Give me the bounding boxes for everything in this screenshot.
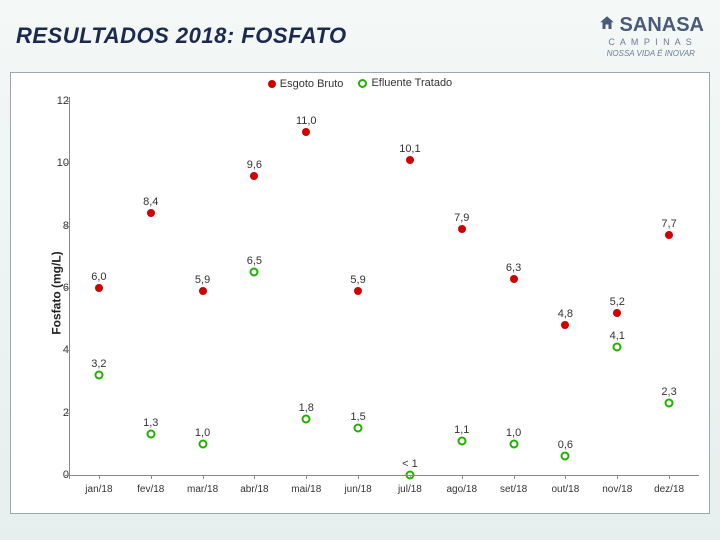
logo-sub: C A M P I N A S (608, 37, 693, 47)
x-tick-mark (99, 475, 100, 479)
data-label: 2,3 (661, 387, 676, 399)
point-efluente (146, 430, 155, 439)
point-efluente (561, 452, 570, 461)
data-label: < 1 (402, 458, 418, 470)
x-tick-mark (410, 475, 411, 479)
x-tick-label: abr/18 (240, 484, 268, 495)
company-logo: SANASA C A M P I N A S NOSSA VIDA É INOV… (598, 14, 704, 58)
data-label: 1,0 (506, 427, 521, 439)
point-esgoto (354, 287, 362, 295)
x-tick-label: set/18 (500, 484, 527, 495)
y-tick-mark (65, 350, 69, 351)
chart-legend: Esgoto Bruto Efluente Tratado (11, 77, 709, 91)
y-tick-mark (65, 475, 69, 476)
legend-item-efluente: Efluente Tratado (358, 77, 452, 89)
x-tick-label: dez/18 (654, 484, 684, 495)
x-tick-mark (151, 475, 152, 479)
page-title: RESULTADOS 2018: FOSFATO (16, 23, 347, 49)
point-esgoto (613, 309, 621, 317)
x-tick-label: jun/18 (344, 484, 371, 495)
data-label: 11,0 (296, 115, 317, 127)
x-tick-label: fev/18 (137, 484, 164, 495)
x-tick-label: ago/18 (446, 484, 477, 495)
x-tick-label: mai/18 (291, 484, 321, 495)
data-label: 4,1 (610, 330, 625, 342)
legend-marker-filled-icon (268, 80, 276, 88)
x-tick-mark (203, 475, 204, 479)
y-tick-mark (65, 288, 69, 289)
point-efluente (613, 343, 622, 352)
data-label: 3,2 (91, 358, 106, 370)
x-tick-mark (254, 475, 255, 479)
data-label: 8,4 (143, 196, 158, 208)
point-esgoto (250, 172, 258, 180)
point-esgoto (561, 321, 569, 329)
x-tick-mark (669, 475, 670, 479)
point-esgoto (147, 209, 155, 217)
point-efluente (354, 424, 363, 433)
x-axis-line (69, 475, 699, 476)
data-label: 6,3 (506, 262, 521, 274)
legend-marker-hollow-icon (358, 79, 367, 88)
point-esgoto (406, 156, 414, 164)
x-tick-label: jul/18 (398, 484, 422, 495)
x-tick-mark (306, 475, 307, 479)
data-label: 5,9 (195, 274, 210, 286)
legend-label: Esgoto Bruto (280, 78, 344, 90)
point-efluente (250, 268, 259, 277)
data-label: 1,8 (299, 402, 314, 414)
data-label: 0,6 (558, 439, 573, 451)
point-esgoto (302, 128, 310, 136)
point-esgoto (510, 275, 518, 283)
y-tick-mark (65, 101, 69, 102)
data-label: 10,1 (399, 143, 420, 155)
data-label: 4,8 (558, 309, 573, 321)
y-tick-mark (65, 413, 69, 414)
data-label: 1,5 (350, 411, 365, 423)
slide-header: RESULTADOS 2018: FOSFATO SANASA C A M P … (0, 0, 720, 64)
y-tick-mark (65, 226, 69, 227)
data-label: 6,0 (91, 271, 106, 283)
logo-name: SANASA (620, 14, 704, 37)
point-esgoto (199, 287, 207, 295)
legend-label: Efluente Tratado (371, 77, 452, 89)
point-esgoto (95, 284, 103, 292)
data-label: 5,9 (350, 274, 365, 286)
data-label: 1,3 (143, 418, 158, 430)
point-efluente (509, 439, 518, 448)
x-tick-label: nov/18 (602, 484, 632, 495)
x-tick-mark (462, 475, 463, 479)
data-label: 7,7 (661, 218, 676, 230)
point-efluente (302, 414, 311, 423)
data-label: 7,9 (454, 212, 469, 224)
point-efluente (94, 371, 103, 380)
y-axis-line (69, 97, 70, 479)
x-tick-label: mar/18 (187, 484, 218, 495)
legend-item-esgoto: Esgoto Bruto (268, 78, 344, 90)
x-tick-label: out/18 (552, 484, 580, 495)
data-label: 1,1 (454, 424, 469, 436)
x-tick-mark (617, 475, 618, 479)
logo-tag: NOSSA VIDA É INOVAR (607, 49, 695, 58)
point-esgoto (458, 225, 466, 233)
x-tick-label: jan/18 (85, 484, 112, 495)
point-efluente (198, 439, 207, 448)
x-tick-mark (514, 475, 515, 479)
y-tick-mark (65, 163, 69, 164)
x-tick-mark (565, 475, 566, 479)
point-esgoto (665, 231, 673, 239)
point-efluente (457, 436, 466, 445)
data-label: 6,5 (247, 256, 262, 268)
data-label: 9,6 (247, 159, 262, 171)
data-label: 1,0 (195, 427, 210, 439)
point-efluente (665, 399, 674, 408)
fosfato-chart: Esgoto Bruto Efluente Tratado Fosfato (m… (10, 72, 710, 514)
house-icon (598, 14, 616, 37)
chart-plot-area: 6,0 8,4 5,9 9,6 11,0 5,9 10,1 7,9 6,3 4,8 5,2 7,7 3,… (73, 101, 695, 475)
x-tick-mark (358, 475, 359, 479)
data-label: 5,2 (610, 296, 625, 308)
